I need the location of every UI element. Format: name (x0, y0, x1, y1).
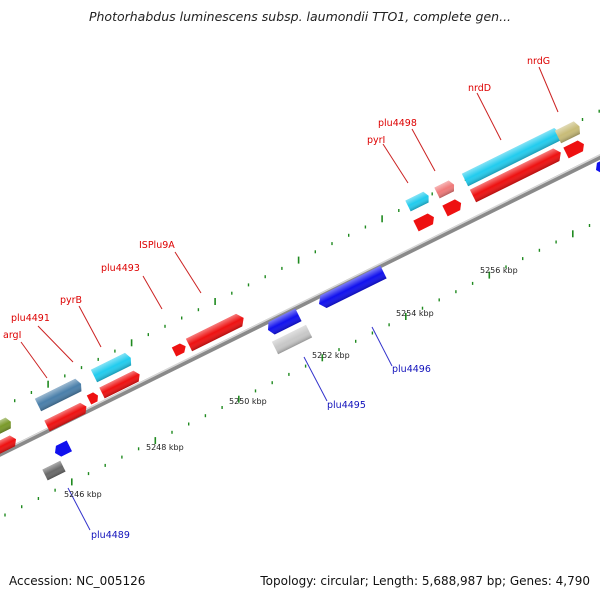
leader-lines (20, 66, 559, 531)
label-plu4489[interactable]: plu4489 (91, 530, 130, 541)
gene-plu4496-blue[interactable] (316, 265, 387, 311)
gene-plu4498-pink[interactable] (434, 179, 456, 199)
gene-pyrb-cyan[interactable] (90, 352, 134, 383)
accession-label: Accession: NC_005126 (9, 574, 146, 588)
label-pyri[interactable]: pyrI (367, 135, 385, 146)
scale-label-5254: 5254 kbp (396, 309, 434, 318)
label-plu4491[interactable]: plu4491 (11, 313, 50, 324)
label-plu4496[interactable]: plu4496 (392, 364, 431, 375)
gene-red-b[interactable] (44, 401, 89, 432)
genome-backbone (0, 154, 600, 457)
scale-label-5246: 5246 kbp (64, 490, 102, 499)
gene-pyri-cyan[interactable] (405, 190, 431, 212)
gene-nrdd-cyan[interactable] (461, 127, 563, 187)
gene-gray[interactable] (271, 324, 313, 355)
gene-red-e[interactable] (171, 342, 188, 357)
gene-dark-gray[interactable] (42, 460, 66, 481)
gene-red-f[interactable] (413, 212, 436, 232)
gene-red-g[interactable] (442, 198, 463, 217)
gene-red-c[interactable] (86, 391, 100, 405)
gene-plu4495-blue[interactable] (265, 308, 302, 337)
reverse-genes (42, 155, 600, 481)
gene-nrdg-khaki[interactable] (554, 120, 583, 144)
gene-argi-steel[interactable] (34, 377, 84, 412)
scale-label-5248: 5248 kbp (146, 443, 184, 452)
label-pyrb[interactable]: pyrB (60, 295, 82, 306)
forward-cds-genes (0, 139, 586, 458)
scale-label-5250: 5250 kbp (229, 397, 267, 406)
gene-olive[interactable] (0, 416, 13, 437)
gene-red-i[interactable] (563, 139, 586, 159)
genome-summary: Topology: circular; Length: 5,688,987 bp… (260, 574, 590, 588)
label-plu4493[interactable]: plu4493 (101, 263, 140, 274)
label-isplu9a[interactable]: ISPlu9A (139, 240, 175, 251)
scale-labels: 5246 kbp 5248 kbp 5250 kbp 5252 kbp 5254… (64, 266, 518, 499)
label-argi[interactable]: argI (3, 330, 21, 341)
scale-label-5256: 5256 kbp (480, 266, 518, 275)
label-nrdg[interactable]: nrdG (527, 56, 550, 67)
gene-red-h[interactable] (469, 146, 564, 203)
forward-feature-genes (0, 120, 583, 437)
label-plu4498[interactable]: plu4498 (378, 118, 417, 129)
gene-red-d[interactable] (99, 369, 142, 399)
gene-labels: argI plu4491 pyrB plu4493 ISPlu9A pyrI p… (3, 56, 550, 541)
label-nrdd[interactable]: nrdD (468, 83, 491, 94)
gene-red-isplu9a[interactable] (185, 312, 247, 352)
scale-label-5252: 5252 kbp (312, 351, 350, 360)
tick-marks (4, 109, 600, 517)
label-plu4495[interactable]: plu4495 (327, 400, 366, 411)
gene-red-a[interactable] (0, 434, 19, 458)
gene-plu4489-blue[interactable] (52, 440, 73, 459)
map-title: Photorhabdus luminescens subsp. laumondi… (88, 9, 512, 24)
